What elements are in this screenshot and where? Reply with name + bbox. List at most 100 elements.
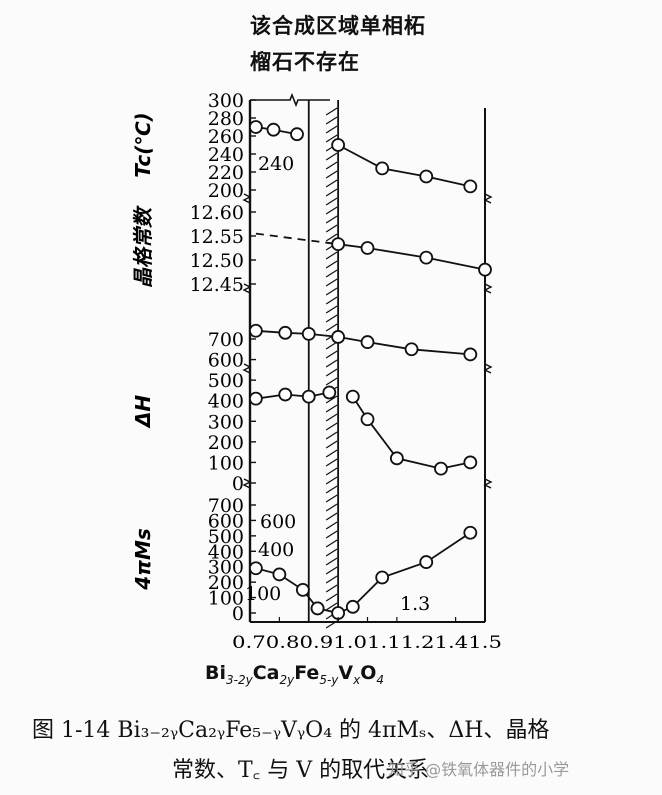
data-point-ms [419, 555, 434, 569]
axis-break-right [483, 193, 493, 204]
hatch-line [325, 206, 338, 215]
figure-caption-1: 图 1-14 Bi₃₋₂ᵧCa₂ᵧFe₅₋ᵧVᵧO₄ 的 4πMₛ、ΔH、晶格 [32, 718, 550, 743]
data-point-dh [331, 330, 346, 344]
y-tick-label-tc: 280 [208, 108, 244, 130]
y-tick-label-lattice: 12.50 [190, 250, 244, 272]
data-point-dh [248, 391, 263, 406]
y-tick-label-ms: 0 [232, 603, 244, 625]
data-point-ms [272, 567, 287, 582]
hatch-line [325, 467, 338, 476]
formula-part: Bi [205, 662, 226, 684]
axis-break-right [483, 478, 493, 489]
hatch-line [325, 476, 338, 485]
hatch-line [325, 539, 338, 548]
hatch-line [325, 377, 338, 386]
data-point-dh [463, 347, 478, 362]
note-line-1: 该合成区域单相柘 [250, 14, 426, 38]
formula-sub: 3-2y [226, 672, 253, 687]
data-point-dh [278, 325, 293, 340]
hatch-line [325, 269, 338, 278]
in-plot-label-tc: 240 [258, 153, 294, 175]
y-tick-label-dh: 0 [232, 473, 244, 495]
series-line-lattice [255, 232, 339, 246]
series-line-dh [255, 391, 330, 400]
data-point-tc [375, 161, 390, 176]
data-point-tc [290, 127, 304, 142]
hatch-line [325, 431, 338, 440]
y-tick-label-tc: 300 [208, 90, 244, 112]
hatch-line [325, 107, 338, 116]
data-point-dh [345, 389, 360, 404]
formula-sub: x [353, 672, 361, 687]
top-edge [250, 92, 330, 108]
hatch-line [325, 413, 338, 422]
hatch-line [325, 134, 338, 143]
in-plot-label-ms: 600 [260, 511, 296, 533]
data-point-dh [301, 326, 316, 341]
hatch-line [325, 278, 338, 287]
in-plot-label-ms: 1.3 [400, 593, 430, 615]
data-point-lattice [360, 241, 375, 255]
panel-label-tc: Tc(℃) [131, 112, 155, 177]
in-plot-label-ms: 400 [258, 539, 294, 561]
data-point-dh [301, 389, 316, 404]
hatch-line [325, 395, 338, 404]
data-point-lattice [478, 262, 492, 277]
y-tick-label-lattice: 12.45 [190, 274, 244, 296]
axis-break-left [242, 193, 252, 204]
hatch-line [325, 359, 338, 368]
y-tick-label-ms: 100 [208, 588, 244, 610]
y-tick-label-lattice: 12.55 [190, 226, 244, 248]
y-tick-label-tc: 260 [208, 126, 244, 148]
x-axis-formula: Bi3-2yCa2yFe5-yVxO4 [205, 662, 384, 687]
hatch-line [325, 314, 338, 323]
series-line-lattice [337, 243, 486, 271]
hatch-line [325, 575, 338, 584]
hatch-line [325, 485, 338, 494]
y-tick-label-dh: 200 [208, 432, 244, 454]
hatch-line [325, 224, 338, 233]
note-line-2: 榴石不存在 [250, 50, 360, 74]
hatch-line [325, 287, 338, 296]
hatch-line [325, 179, 338, 188]
y-tick-label-dh: 600 [208, 350, 244, 372]
hatch-line [325, 521, 338, 530]
hatch-line [325, 566, 338, 575]
y-tick-label-ms: 200 [208, 572, 244, 594]
data-point-dh [278, 387, 293, 402]
hatch-line [325, 296, 338, 305]
hatch-line [325, 512, 338, 521]
formula-sub: 2y [279, 672, 295, 687]
hatch-line [325, 440, 338, 449]
hatch-line [325, 233, 338, 242]
data-point-ms [463, 525, 478, 540]
y-tick-label-dh: 300 [208, 411, 244, 433]
hatch-line [325, 323, 338, 332]
formula-part: Ca [252, 662, 280, 684]
formula-part: O [360, 662, 377, 684]
hatch-line [325, 350, 338, 359]
y-tick-label-ms: 400 [208, 541, 244, 563]
formula-part: V [338, 662, 354, 684]
data-point-dh [322, 385, 337, 400]
panel-label-lattice: 晶格常数 [131, 205, 155, 288]
hatch-line [325, 170, 338, 179]
axis-break-right [483, 363, 493, 374]
axis-break-left [242, 283, 252, 294]
formula-part: Fe [294, 662, 320, 684]
watermark: 知乎 @铁氧体器件的小学 [388, 760, 570, 779]
y-tick-label-dh: 700 [208, 329, 244, 351]
y-tick-label-ms: 300 [208, 557, 244, 579]
data-point-tc [248, 120, 263, 134]
hatch-line [325, 188, 338, 197]
series-line-dh [352, 396, 471, 470]
data-point-ms [375, 570, 390, 585]
x-tick-labels: 0.70.80.91.01.11.21.41.5 [232, 633, 502, 653]
hatch-line [325, 593, 338, 602]
y-tick-label-tc: 200 [208, 180, 244, 202]
data-point-tc [266, 122, 281, 137]
hatch-line [325, 584, 338, 593]
hatch-line [325, 260, 338, 269]
hatch-line [325, 458, 338, 467]
y-tick-label-ms: 500 [208, 526, 244, 548]
